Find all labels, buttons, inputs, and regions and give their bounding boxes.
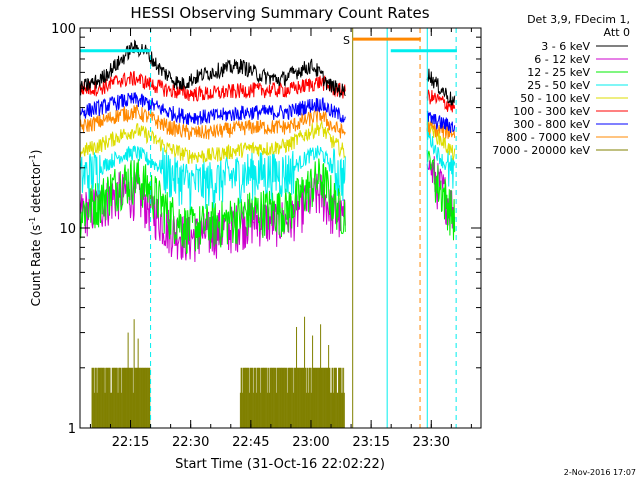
series-line-2-part-0 <box>79 158 346 255</box>
y-tick-label-2: 100 <box>51 22 76 37</box>
series-line-4-part-0 <box>79 119 346 165</box>
legend-header-line1: Det 3,9, FDecim 1, <box>527 13 630 26</box>
legend-label-5: 100 - 300 keV <box>513 105 590 118</box>
x-tick-label-0: 22:15 <box>112 435 149 450</box>
series-line-3-part-1 <box>426 128 456 189</box>
x-tick-label-5: 23:30 <box>413 435 450 450</box>
annotation-s: S <box>343 34 350 47</box>
y-label-main: Count Rate (s <box>29 225 43 307</box>
legend-label-4: 50 - 100 keV <box>520 92 590 105</box>
legend-label-1: 6 - 12 keV <box>534 53 590 66</box>
y-label-end: ) <box>29 150 43 155</box>
series-line-7-part-0 <box>79 104 346 140</box>
y-tick-label-0: 1 <box>68 422 76 437</box>
y-axis-label: Count Rate (s-1 detector-1) <box>28 150 43 307</box>
series-line-6-part-0 <box>79 92 346 125</box>
x-tick-label-2: 22:45 <box>232 435 269 450</box>
series-line-5-part-1 <box>426 89 456 113</box>
y-label-sup2: -1 <box>28 154 37 162</box>
x-tick-label-3: 23:00 <box>292 435 329 450</box>
legend-label-2: 12 - 25 keV <box>527 66 590 79</box>
legend-label-8: 7000 - 20000 keV <box>492 144 590 157</box>
legend-label-7: 800 - 7000 keV <box>506 131 590 144</box>
series-line-2-part-1 <box>426 149 456 241</box>
series-line-0-part-0 <box>79 39 346 98</box>
series-line-5-part-0 <box>79 70 346 102</box>
series-line-6-part-1 <box>426 110 456 133</box>
series-line-3-part-0 <box>79 144 346 210</box>
legend-header-line2: Att 0 <box>604 26 630 39</box>
x-axis-label: Start Time (31-Oct-16 22:02:22) <box>175 457 385 472</box>
y-label-mid: detector <box>29 162 43 217</box>
chart-title: HESSI Observing Summary Count Rates <box>130 4 429 22</box>
y-tick-label-1: 10 <box>59 222 76 237</box>
y-label-sup1: -1 <box>28 217 37 225</box>
x-tick-label-4: 23:15 <box>352 435 389 450</box>
legend-label-3: 25 - 50 keV <box>527 79 590 92</box>
legend-label-6: 300 - 800 keV <box>513 118 590 131</box>
legend-label-0: 3 - 6 keV <box>541 40 590 53</box>
footer-date: 2-Nov-2016 17:07 <box>564 468 636 477</box>
x-tick-label-1: 22:30 <box>172 435 209 450</box>
series-line-0-part-1 <box>426 68 456 106</box>
